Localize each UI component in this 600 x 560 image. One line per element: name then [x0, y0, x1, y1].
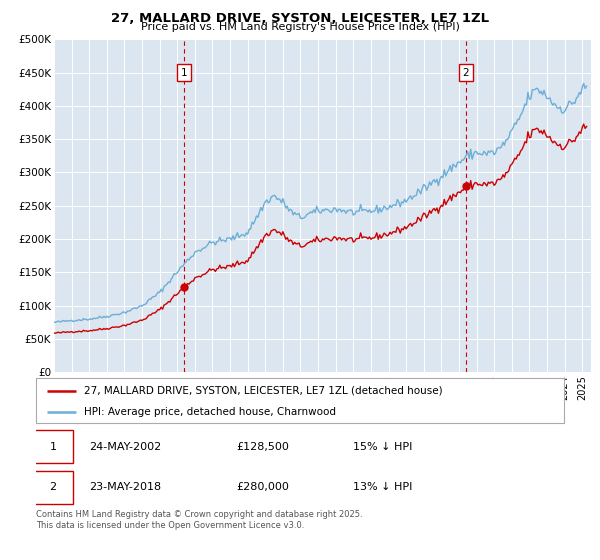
Text: HPI: Average price, detached house, Charnwood: HPI: Average price, detached house, Char…	[83, 407, 335, 417]
Text: 2: 2	[463, 68, 469, 77]
Text: 24-MAY-2002: 24-MAY-2002	[89, 442, 161, 452]
Text: Contains HM Land Registry data © Crown copyright and database right 2025.
This d: Contains HM Land Registry data © Crown c…	[36, 510, 362, 530]
Text: 13% ↓ HPI: 13% ↓ HPI	[353, 482, 412, 492]
Text: £128,500: £128,500	[236, 442, 290, 452]
FancyBboxPatch shape	[34, 431, 73, 463]
Text: 15% ↓ HPI: 15% ↓ HPI	[353, 442, 412, 452]
Text: £280,000: £280,000	[236, 482, 290, 492]
Text: 1: 1	[181, 68, 187, 77]
Text: Price paid vs. HM Land Registry's House Price Index (HPI): Price paid vs. HM Land Registry's House …	[140, 22, 460, 32]
Text: 23-MAY-2018: 23-MAY-2018	[89, 482, 161, 492]
FancyBboxPatch shape	[36, 378, 564, 423]
Text: 1: 1	[50, 442, 56, 452]
Text: 2: 2	[50, 482, 57, 492]
Text: 27, MALLARD DRIVE, SYSTON, LEICESTER, LE7 1ZL: 27, MALLARD DRIVE, SYSTON, LEICESTER, LE…	[111, 12, 489, 25]
Text: 27, MALLARD DRIVE, SYSTON, LEICESTER, LE7 1ZL (detached house): 27, MALLARD DRIVE, SYSTON, LEICESTER, LE…	[83, 385, 442, 395]
FancyBboxPatch shape	[34, 471, 73, 503]
